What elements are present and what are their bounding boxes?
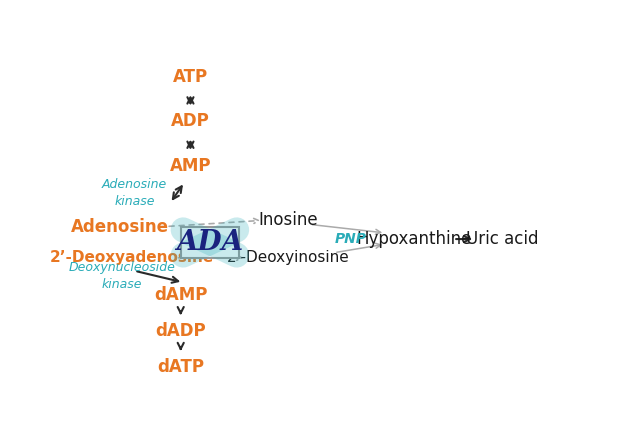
Text: 2’-Deoxyinosine: 2’-Deoxyinosine [227, 250, 349, 265]
Text: Adenosine: Adenosine [71, 218, 169, 236]
Text: Uric acid: Uric acid [466, 230, 538, 248]
Text: Hypoxanthine: Hypoxanthine [357, 230, 472, 248]
Text: ADA: ADA [176, 229, 244, 256]
Text: dATP: dATP [157, 358, 204, 376]
Text: dADP: dADP [155, 322, 206, 340]
Text: ATP: ATP [173, 68, 208, 86]
Text: Adenosine
kinase: Adenosine kinase [102, 178, 167, 208]
Text: 2’-Deoxyadenosine: 2’-Deoxyadenosine [50, 250, 214, 265]
Text: ADP: ADP [171, 113, 210, 130]
Text: PNP: PNP [335, 232, 367, 246]
Text: AMP: AMP [170, 157, 211, 175]
Text: Inosine: Inosine [258, 211, 318, 229]
Text: Deoxynucleoside
kinase: Deoxynucleoside kinase [69, 260, 176, 291]
FancyBboxPatch shape [181, 227, 239, 258]
Text: dAMP: dAMP [154, 286, 207, 304]
